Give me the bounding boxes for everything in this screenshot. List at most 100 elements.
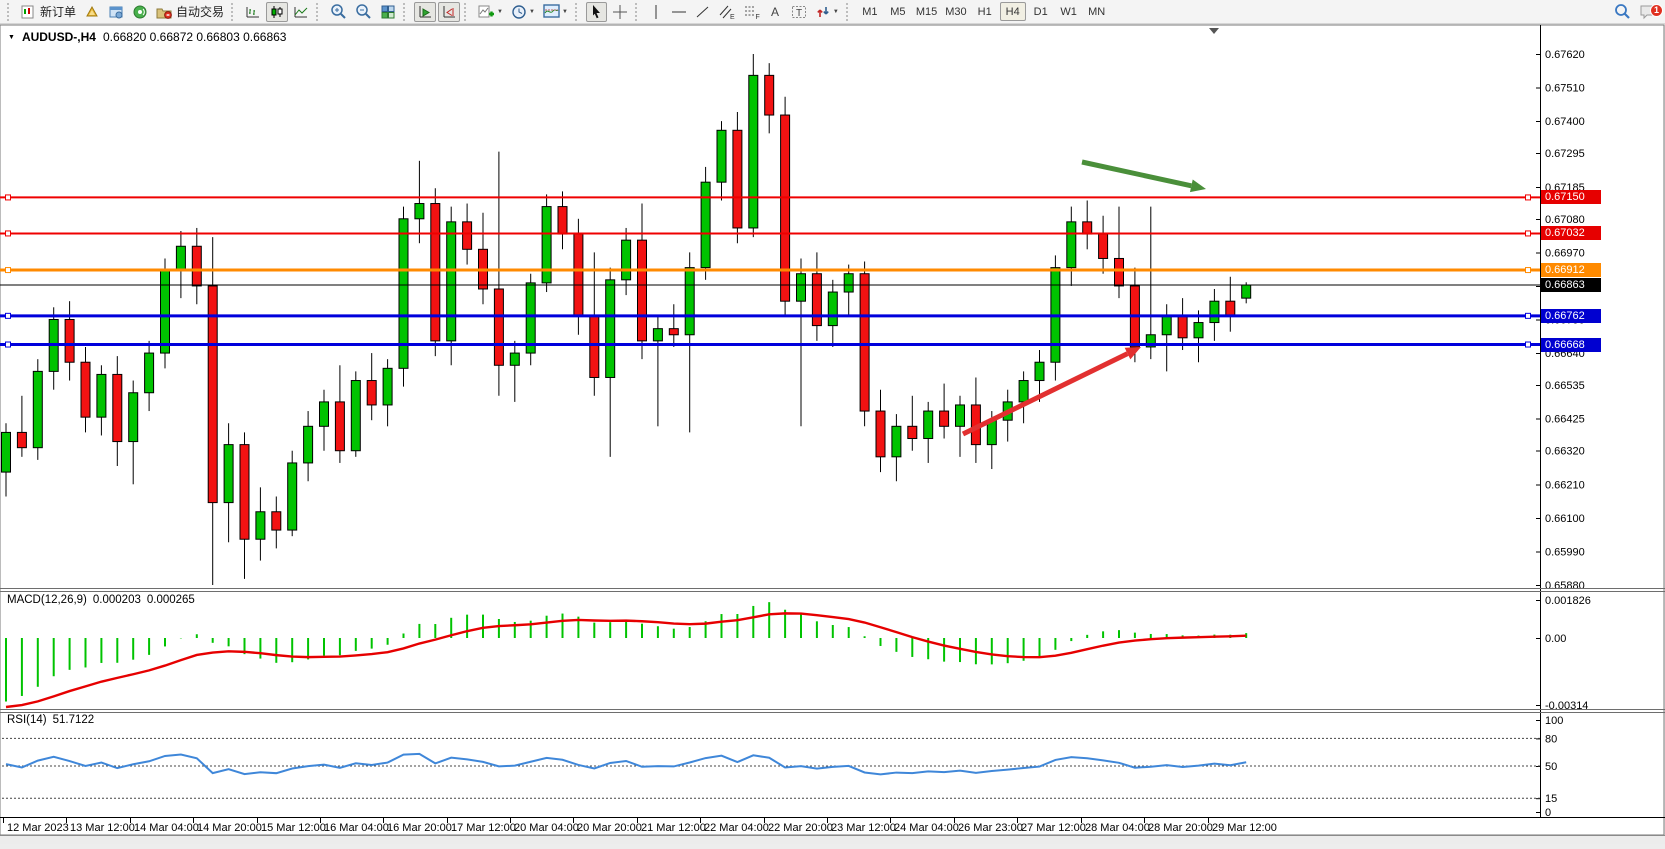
tab-timeframe-W1[interactable]: W1 (1060, 5, 1077, 18)
toolbar-grip[interactable] (464, 2, 471, 21)
cursor-button[interactable] (585, 1, 607, 22)
zoom-out-button[interactable] (352, 2, 375, 22)
tab-timeframe-H1[interactable]: H1 (977, 5, 992, 18)
trend-arrows-layer (961, 159, 1206, 437)
fibonacci-button[interactable]: F (741, 2, 764, 22)
trendline-button[interactable] (692, 2, 714, 22)
toolbar-grip[interactable] (231, 2, 238, 21)
text-button[interactable]: A (766, 2, 786, 22)
svg-text:22 Mar 20:00: 22 Mar 20:00 (768, 822, 833, 834)
templates-button[interactable]: ▼ (540, 2, 571, 22)
vertical-line-icon (655, 4, 657, 19)
navigator-button[interactable] (105, 2, 127, 22)
svg-text:23 Mar 12:00: 23 Mar 12:00 (831, 822, 896, 834)
algo-trading-button[interactable]: 自动交易 (153, 2, 227, 22)
svg-text:21 Mar 12:00: 21 Mar 12:00 (641, 822, 706, 834)
svg-text:100: 100 (1545, 715, 1563, 727)
tab-timeframe-D1[interactable]: D1 (1033, 5, 1048, 18)
add-indicator-button[interactable]: ▼ (475, 2, 506, 22)
svg-text:24 Mar 04:00: 24 Mar 04:00 (894, 822, 959, 834)
svg-text:0.67620: 0.67620 (1545, 49, 1585, 61)
equidistant-channel-button[interactable]: E (716, 2, 739, 22)
horizontal-line-button[interactable] (668, 2, 690, 22)
rsi-layer (2, 737, 1540, 799)
svg-text:0.65990: 0.65990 (1545, 546, 1585, 558)
signals-button[interactable] (129, 2, 151, 22)
tab-timeframe-M30[interactable]: M30 (945, 5, 967, 18)
toolbar-grip[interactable] (316, 2, 323, 21)
chart-shift-marker (1209, 28, 1219, 34)
equidistant-channel-icon: E (719, 5, 735, 20)
search-button[interactable] (1610, 2, 1634, 22)
svg-text:14 Mar 04:00: 14 Mar 04:00 (134, 822, 199, 834)
toolbar-grip[interactable] (634, 2, 642, 21)
new-order-icon (21, 5, 34, 19)
notifications-button[interactable]: 1 (1636, 2, 1663, 22)
svg-text:80: 80 (1545, 733, 1557, 745)
macd-layer (5, 602, 1248, 709)
market-watch-button[interactable] (81, 2, 103, 22)
svg-text:0.66425: 0.66425 (1545, 414, 1585, 426)
svg-text:0.67080: 0.67080 (1545, 214, 1585, 226)
zoom-out-icon (356, 4, 371, 19)
svg-text:A: A (771, 5, 779, 19)
chart-shift-button[interactable] (438, 1, 461, 22)
toolbar-grip[interactable] (574, 2, 582, 21)
new-order-button[interactable]: 新订单 (18, 2, 79, 22)
auto-scroll-icon (419, 5, 432, 17)
toolbar: 新订单 自动交易 ▼ ▼ (0, 0, 1665, 24)
horizontal-line-icon (671, 11, 686, 12)
add-indicator-icon (478, 5, 495, 17)
text-label-button[interactable]: T (788, 2, 810, 22)
crosshair-button[interactable] (609, 2, 631, 22)
toolbar-grip[interactable] (403, 2, 410, 21)
svg-text:15 Mar 12:00: 15 Mar 12:00 (261, 822, 326, 834)
notification-badge: 1 (1650, 3, 1663, 17)
tab-timeframe-H4[interactable]: H4 (999, 2, 1026, 21)
horizontal-lines-layer (0, 194, 1540, 348)
svg-text:T: T (796, 8, 802, 19)
chart-shift-icon (443, 5, 456, 17)
svg-text:0.66750: 0.66750 (1545, 315, 1585, 327)
toolbar-grip[interactable] (845, 2, 853, 21)
tab-timeframe-MN[interactable]: MN (1088, 5, 1106, 18)
svg-text:0.00: 0.00 (1545, 633, 1566, 645)
green-trend-arrow (1189, 179, 1206, 193)
vertical-line-button[interactable] (646, 2, 666, 22)
tab-timeframe-M5[interactable]: M5 (890, 5, 906, 18)
arrow-objects-icon (817, 6, 829, 17)
signals-icon (133, 5, 147, 18)
zoom-in-button[interactable] (327, 2, 350, 22)
svg-text:20 Mar 20:00: 20 Mar 20:00 (577, 822, 642, 834)
chevron-down-icon: ▼ (832, 8, 839, 15)
chevron-down-icon: ▼ (497, 8, 503, 15)
svg-text:0.67185: 0.67185 (1545, 182, 1585, 194)
tab-timeframe-M1[interactable]: M1 (862, 5, 878, 18)
svg-text:22 Mar 04:00: 22 Mar 04:00 (704, 822, 769, 834)
tab-timeframe-M15[interactable]: M15 (915, 5, 938, 18)
navigator-icon (109, 6, 123, 18)
svg-text:0.67295: 0.67295 (1545, 148, 1585, 160)
crosshair-icon (612, 4, 627, 19)
tile-windows-button[interactable] (377, 2, 399, 22)
svg-text:20 Mar 04:00: 20 Mar 04:00 (514, 822, 579, 834)
zoom-in-icon (331, 4, 346, 19)
candle-chart-button[interactable] (266, 1, 289, 22)
svg-text:0.66970: 0.66970 (1545, 247, 1585, 259)
periods-button[interactable]: ▼ (508, 2, 538, 22)
candle-chart-icon (271, 5, 283, 18)
svg-text:0.66320: 0.66320 (1545, 446, 1585, 458)
bar-chart-button[interactable] (242, 2, 264, 22)
text-icon: A (771, 5, 779, 19)
line-chart-button[interactable] (290, 2, 312, 22)
svg-text:0: 0 (1545, 807, 1551, 819)
toolbar-grip[interactable] (7, 2, 14, 21)
svg-text:15: 15 (1545, 793, 1557, 805)
bar-chart-icon (246, 6, 260, 17)
svg-text:0.001826: 0.001826 (1545, 595, 1591, 607)
svg-text:28 Mar 04:00: 28 Mar 04:00 (1085, 822, 1150, 834)
arrow-objects-button[interactable]: ▼ (812, 2, 842, 22)
auto-scroll-button[interactable] (414, 1, 437, 22)
